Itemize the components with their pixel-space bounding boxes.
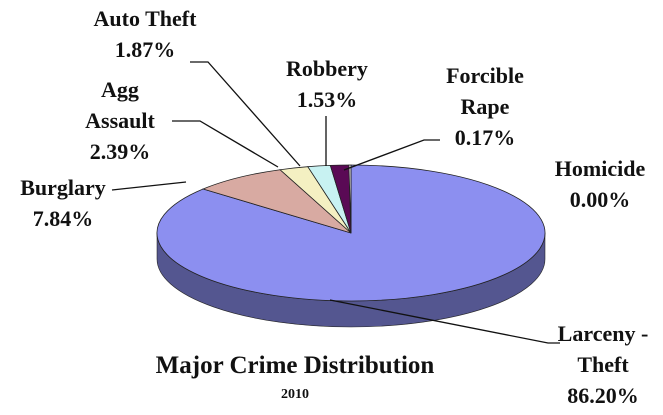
value-label: 0.17% — [454, 125, 516, 150]
slice — [201, 169, 352, 234]
slice-label: Agg Assault 2.39% — [65, 74, 175, 167]
category-label: Burglary — [20, 175, 106, 200]
value-label: 7.84% — [32, 206, 94, 231]
slice-label: Homicide 0.00% — [535, 153, 663, 215]
category-label: Forcible Rape — [446, 63, 524, 119]
category-label: Robbery — [286, 56, 368, 81]
leader-line — [343, 139, 440, 171]
slice-label: Robbery 1.53% — [262, 53, 392, 115]
slice-label: Burglary 7.84% — [8, 172, 118, 234]
chart-title: Major Crime Distribution — [155, 352, 435, 379]
leader-line — [329, 299, 560, 344]
leader-line — [111, 181, 187, 191]
value-label: 86.20% — [567, 383, 639, 408]
category-label: Homicide — [554, 156, 646, 181]
value-label: 0.00% — [569, 187, 631, 212]
category-label: Agg Assault — [85, 77, 155, 133]
category-label: Larceny - Theft — [557, 321, 649, 377]
chart-subtitle: 2010 — [281, 387, 309, 402]
value-label: 1.87% — [114, 37, 176, 62]
category-label: Auto Theft — [93, 6, 197, 31]
slice-label: Forcible Rape 0.17% — [430, 60, 540, 153]
value-label: 1.53% — [296, 87, 358, 112]
leader-line — [172, 120, 279, 168]
slice-side-shade — [157, 233, 545, 327]
value-label: 2.39% — [89, 139, 151, 164]
slice-label: Larceny - Theft 86.20% — [548, 318, 658, 411]
slice-label: Auto Theft 1.87% — [80, 3, 210, 65]
leader-line — [190, 61, 301, 167]
